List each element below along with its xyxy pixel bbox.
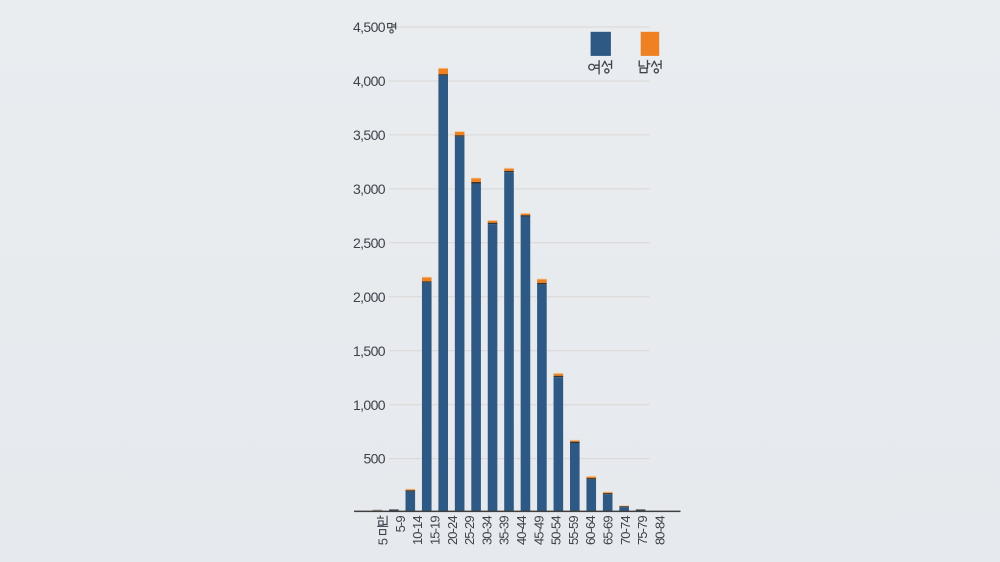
svg-text:25-29: 25-29 (462, 516, 477, 545)
svg-text:5: 5 (376, 538, 391, 545)
svg-text:4,000: 4,000 (353, 73, 386, 89)
svg-text:50-54: 50-54 (549, 516, 564, 545)
svg-text:55-59: 55-59 (566, 516, 581, 545)
svg-text:60-64: 60-64 (583, 516, 598, 545)
svg-text:15-19: 15-19 (428, 516, 443, 545)
svg-text:1,500: 1,500 (353, 343, 386, 359)
svg-text:30-34: 30-34 (479, 516, 494, 545)
svg-text:10-14: 10-14 (410, 516, 425, 545)
svg-text:70-74: 70-74 (618, 516, 633, 545)
svg-text:80-84: 80-84 (652, 516, 667, 545)
svg-text:4,500: 4,500 (353, 19, 386, 35)
svg-text:35-39: 35-39 (497, 516, 512, 545)
svg-text:45-49: 45-49 (531, 516, 546, 545)
svg-text:2,500: 2,500 (353, 235, 386, 251)
svg-text:75-79: 75-79 (635, 516, 650, 545)
svg-text:3,500: 3,500 (353, 127, 386, 143)
svg-text:65-69: 65-69 (601, 516, 616, 545)
svg-text:40-44: 40-44 (514, 516, 529, 545)
svg-text:5-9: 5-9 (393, 516, 408, 533)
svg-text:3,000: 3,000 (353, 181, 386, 197)
svg-text:500: 500 (363, 451, 385, 467)
svg-text:20-24: 20-24 (445, 516, 460, 545)
svg-text:2,000: 2,000 (353, 289, 386, 305)
svg-text:1,000: 1,000 (353, 397, 386, 413)
